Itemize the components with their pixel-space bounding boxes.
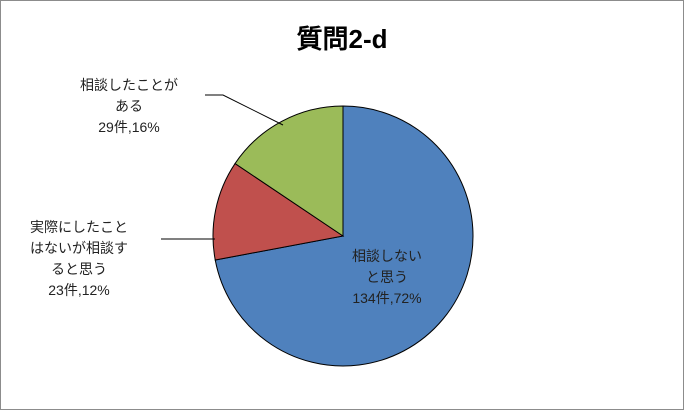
slice-label: 相談したことがある bbox=[80, 77, 178, 114]
value-label: 29件,16% bbox=[98, 119, 160, 135]
slice-label: 実際にしたことはないが相談すると思う bbox=[30, 219, 128, 277]
pie-slice bbox=[234, 105, 344, 237]
chart-title: 質問2-d bbox=[296, 24, 388, 54]
slice-label: 相談しないと思う bbox=[352, 248, 422, 285]
pie-slice bbox=[212, 162, 345, 261]
value-label: 134件,72% bbox=[352, 290, 422, 306]
leader-line bbox=[205, 94, 284, 126]
value-label: 23件,12% bbox=[48, 282, 110, 298]
pie-slice bbox=[214, 105, 474, 367]
